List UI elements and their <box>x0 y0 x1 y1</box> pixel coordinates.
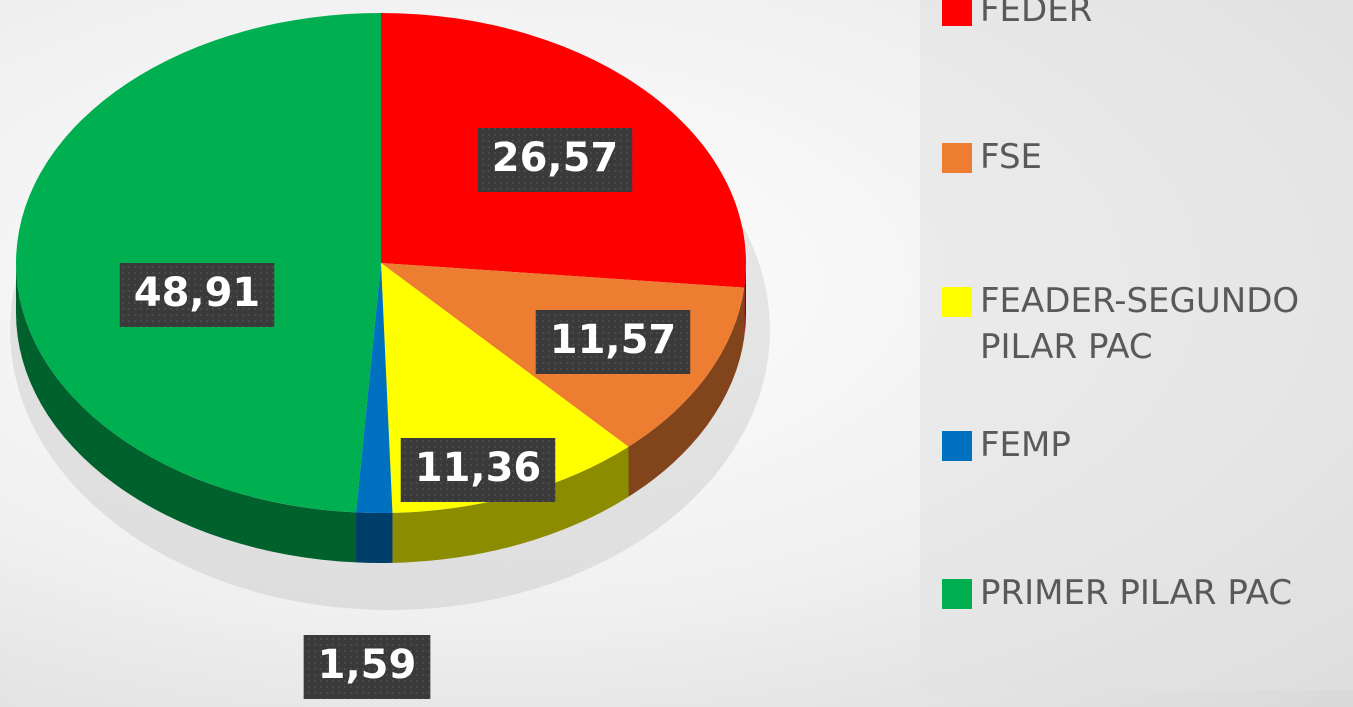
legend-swatch <box>942 143 972 173</box>
legend-item: FEDER <box>942 0 1352 33</box>
data-label: 1,59 <box>318 642 417 688</box>
legend-swatch <box>942 431 972 461</box>
legend-label: FSE <box>980 137 1043 177</box>
legend-item: FSE <box>942 134 1352 180</box>
data-label-box <box>119 263 275 327</box>
slice-side <box>356 512 393 563</box>
slice-side <box>392 446 629 563</box>
legend-swatch <box>942 0 972 26</box>
legend-label: PRIMER PILAR PAC <box>980 573 1293 613</box>
data-label: 48,91 <box>134 270 261 316</box>
data-label: 11,57 <box>550 317 677 363</box>
slice <box>356 263 393 513</box>
slice-side <box>16 263 357 563</box>
slice-side <box>628 287 745 497</box>
legend-item: PRIMER PILAR PAC <box>942 570 1352 616</box>
legend-swatch <box>942 579 972 609</box>
legend-label: FEMP <box>980 425 1071 465</box>
data-label: 26,57 <box>492 135 619 181</box>
slice <box>15 13 382 513</box>
legend: FEDER FSE FEADER-SEGUNDO PILAR PAC FEMP PRIM… <box>920 0 1353 690</box>
legend-item: FEADER-SEGUNDO PILAR PAC <box>942 278 1352 370</box>
data-label-box <box>400 438 556 502</box>
slice-side <box>744 263 746 338</box>
data-label-box <box>477 128 633 192</box>
legend-label: FEADER-SEGUNDO PILAR PAC <box>980 281 1300 367</box>
legend-swatch <box>942 287 972 317</box>
chart: 26,57 11,57 11,36 1,59 48,91 <box>10 13 770 699</box>
legend-item: FEMP <box>942 422 1352 468</box>
data-label-box <box>535 310 691 374</box>
data-label: 11,36 <box>415 445 542 491</box>
data-label-box <box>303 635 431 699</box>
legend-label: FEDER <box>980 0 1093 30</box>
